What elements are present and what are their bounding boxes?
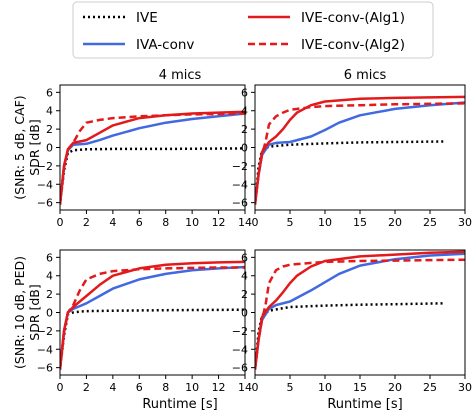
x-tick-label: 0	[57, 216, 64, 229]
y-axis-label-row-0: (SNR: 5 dB, CAF)SDR [dB]	[12, 95, 42, 199]
y-tick-label: −4	[232, 178, 248, 191]
y-axis-labels: (SNR: 5 dB, CAF)SDR [dB] (SNR: 10 dB, PED…	[12, 95, 42, 369]
legend-label-ive: IVE	[136, 10, 158, 26]
y-tick-label: 4	[241, 270, 248, 283]
x-tick-label: 10	[318, 381, 332, 394]
x-tick-label: 15	[353, 216, 367, 229]
x-tick-label: 4	[109, 381, 116, 394]
series-line-ive-conv-alg2	[255, 258, 465, 370]
legend-label-ive-conv-alg2: IVE-conv-(Alg2)	[301, 37, 405, 53]
series-line-ive	[60, 147, 245, 205]
x-tick-label: 0	[252, 381, 259, 394]
y-tick-label: 2	[241, 288, 248, 301]
series-line-iva-conv	[60, 112, 245, 205]
x-tick-label: 2	[83, 216, 90, 229]
x-tick-label: 4	[109, 216, 116, 229]
legend-frame	[72, 1, 434, 59]
series-line-iva-conv	[255, 252, 465, 370]
legend-label-iva-conv: IVA-conv	[136, 37, 194, 53]
y-tick-label: −2	[232, 325, 248, 338]
legend: IVE IVA-conv IVE-conv-(Alg1) IVE-conv-(Alg2…	[72, 1, 434, 59]
x-tick-label: 5	[287, 216, 294, 229]
x-axis-label-right: Runtime [s]	[327, 397, 402, 412]
y-tick-label: 6	[46, 86, 53, 99]
x-tick-label: 2	[83, 381, 90, 394]
axes-frame	[59, 249, 246, 376]
series-line-ive-conv-alg1	[255, 95, 465, 205]
x-tick-label: 0	[252, 216, 259, 229]
x-tick-label: 14	[238, 216, 252, 229]
series-line-ive-conv-alg2	[60, 112, 245, 205]
y-tick-label: 4	[46, 270, 53, 283]
y-tick-label: −4	[37, 343, 53, 356]
y-tick-label: −6	[232, 362, 248, 375]
y-tick-label: −4	[232, 343, 248, 356]
legend-label-ive-conv-alg1: IVE-conv-(Alg1)	[301, 10, 405, 26]
y-tick-label: −2	[37, 325, 53, 338]
series-line-ive	[60, 308, 245, 370]
series-line-ive	[255, 302, 445, 370]
series-line-ive-conv-alg1	[255, 250, 465, 370]
y-axis-label-row-1: (SNR: 10 dB, PED)SDR [dB]	[12, 256, 42, 369]
x-axis-label-left: Runtime [s]	[142, 397, 217, 412]
y-tick-label: −6	[37, 197, 53, 210]
x-tick-label: 20	[388, 216, 402, 229]
y-tick-label: 2	[46, 123, 53, 136]
panel-r1-c0: 0 2 4 6 8 10 12 14 −6 −4 −2 0 2 4 6	[37, 249, 252, 394]
panel-r0-c1: 0 5 10 15 20 25 30 −6 −4 −2 0 2 4 6	[232, 84, 472, 229]
column-title-6-mics: 6 mics	[344, 68, 387, 83]
y-tick-label: −4	[37, 178, 53, 191]
y-tick-label: 0	[241, 307, 248, 320]
series-line-ive-conv-alg1	[60, 260, 245, 370]
panel-r0-c0: 0 2 4 6 8 10 12 14 −6 −4 −2 0 2 4 6	[37, 84, 252, 229]
x-tick-label: 6	[136, 216, 143, 229]
x-tick-label: 20	[388, 381, 402, 394]
y-tick-label: 4	[241, 105, 248, 118]
x-tick-label: 12	[212, 216, 226, 229]
x-tick-label: 25	[423, 216, 437, 229]
x-tick-label: 10	[185, 216, 199, 229]
x-tick-label: 12	[212, 381, 226, 394]
x-tick-label: 5	[287, 381, 294, 394]
y-tick-label: 2	[46, 288, 53, 301]
y-tick-label: −6	[37, 362, 53, 375]
series-line-iva-conv	[255, 101, 465, 205]
panel-r1-c1: 0 5 10 15 20 25 30 −6 −4 −2 0 2 4 6	[232, 249, 472, 394]
axes-frame	[59, 84, 246, 211]
x-tick-label: 25	[423, 381, 437, 394]
column-title-4-mics: 4 mics	[159, 68, 202, 83]
y-tick-label: −2	[232, 160, 248, 173]
x-tick-label: 30	[458, 381, 472, 394]
y-tick-label: 2	[241, 123, 248, 136]
x-tick-label: 8	[162, 381, 169, 394]
series-line-ive-conv-alg2	[255, 102, 465, 205]
x-tick-label: 6	[136, 381, 143, 394]
x-tick-label: 0	[57, 381, 64, 394]
x-tick-label: 14	[238, 381, 252, 394]
x-tick-label: 10	[318, 216, 332, 229]
x-tick-label: 30	[458, 216, 472, 229]
series-line-ive-conv-alg1	[60, 110, 245, 205]
series-line-iva-conv	[60, 265, 245, 370]
axes-frame	[254, 84, 466, 211]
y-tick-label: 4	[46, 105, 53, 118]
axes-frame	[254, 249, 466, 376]
y-tick-label: 0	[46, 142, 53, 155]
y-tick-label: 6	[241, 251, 248, 264]
x-tick-label: 10	[185, 381, 199, 394]
y-tick-label: 6	[241, 86, 248, 99]
x-tick-label: 8	[162, 216, 169, 229]
y-tick-label: 0	[241, 142, 248, 155]
series-line-ive	[255, 140, 445, 205]
y-tick-label: 6	[46, 251, 53, 264]
x-tick-label: 15	[353, 381, 367, 394]
y-tick-label: −2	[37, 160, 53, 173]
series-line-ive-conv-alg2	[60, 266, 245, 370]
y-tick-label: 0	[46, 307, 53, 320]
y-tick-label: −6	[232, 197, 248, 210]
